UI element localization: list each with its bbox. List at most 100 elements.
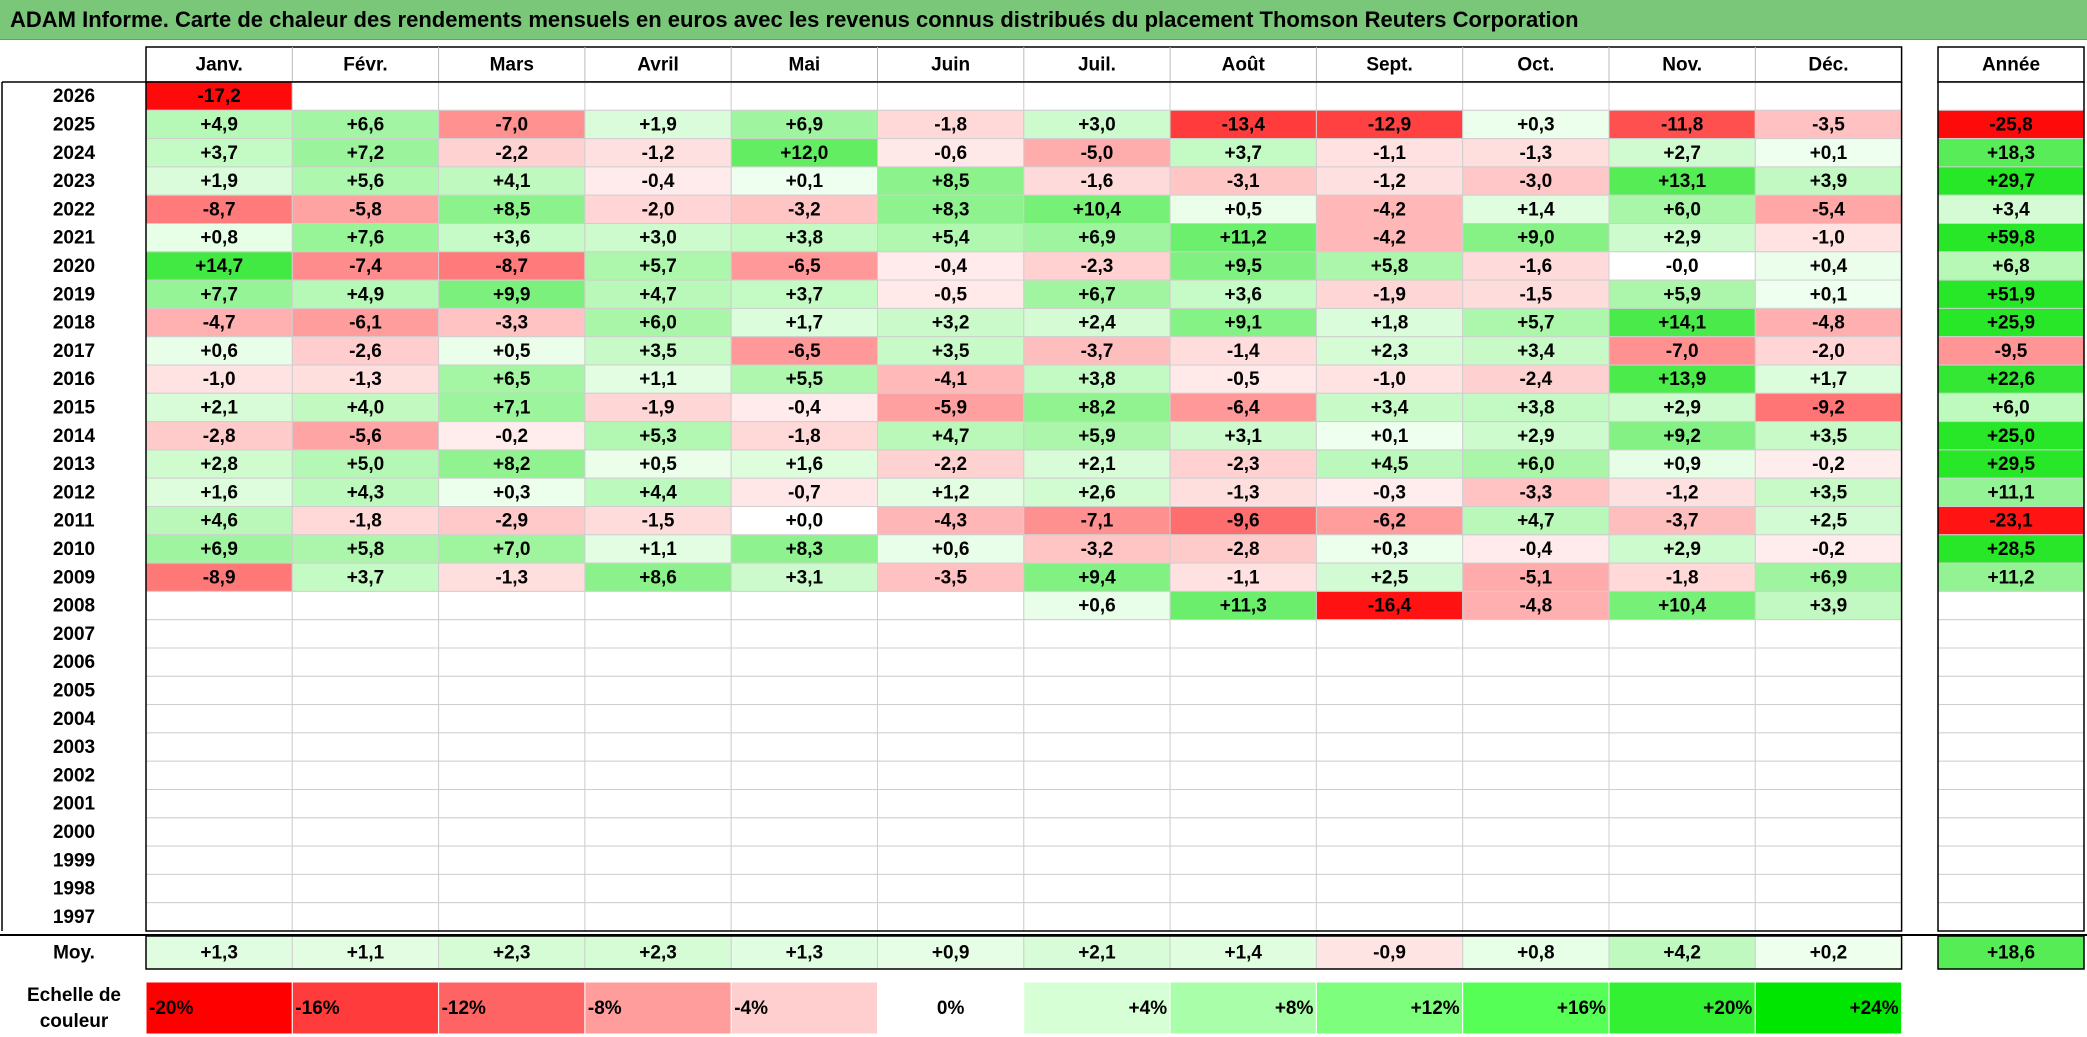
cell-value: +3,5 xyxy=(1810,426,1848,447)
heatmap-cell xyxy=(291,845,440,875)
month-header: Janv. xyxy=(196,55,243,76)
cell-value: -0,3 xyxy=(1373,482,1406,503)
heatmap-cell xyxy=(1169,534,1317,564)
year-label: 2004 xyxy=(53,709,96,730)
heatmap-cell xyxy=(1023,817,1171,847)
heatmap-cell xyxy=(1462,732,1610,762)
heatmap-cell xyxy=(730,307,879,338)
scale-label: +8% xyxy=(1275,998,1314,1019)
year-label: 2024 xyxy=(53,143,96,164)
annual-value: +25,9 xyxy=(1987,313,2035,334)
heatmap-cell xyxy=(1754,789,1903,819)
heatmap-cell xyxy=(291,194,440,224)
heatmap-cell xyxy=(730,902,879,932)
heatmap-cell xyxy=(145,732,293,762)
average-cell xyxy=(730,935,879,970)
heatmap-cell xyxy=(1023,590,1171,621)
cell-value: +3,2 xyxy=(932,313,970,334)
heatmap-cell xyxy=(730,647,879,677)
cell-value: +0,5 xyxy=(493,341,531,362)
cell-value: -0,4 xyxy=(788,397,821,418)
heatmap-cell xyxy=(1462,364,1610,394)
heatmap-cell xyxy=(1608,647,1756,677)
scale-swatch xyxy=(1754,981,1903,1035)
cell-value: +1,8 xyxy=(1371,313,1409,334)
heatmap-cell xyxy=(1462,449,1610,479)
year-label: 2010 xyxy=(53,539,95,560)
average-value: +2,1 xyxy=(1078,943,1116,964)
cell-value: +4,7 xyxy=(1517,511,1555,532)
year-label: 1998 xyxy=(53,879,95,900)
heatmap-cell xyxy=(1608,109,1756,140)
annual-value: +6,8 xyxy=(1992,256,2030,277)
cell-value: -8,7 xyxy=(203,199,236,220)
heatmap-cell xyxy=(1169,704,1317,734)
year-label: 2020 xyxy=(53,256,95,277)
cell-value: +4,7 xyxy=(639,284,677,305)
cell-value: -3,5 xyxy=(934,567,967,588)
cell-value: -0,7 xyxy=(788,482,821,503)
cell-value: +10,4 xyxy=(1658,596,1707,617)
heatmap-cell xyxy=(1462,534,1610,564)
scale-label: -4% xyxy=(734,998,768,1019)
cell-value: -6,5 xyxy=(788,341,821,362)
heatmap-cell xyxy=(1169,506,1317,536)
cell-value: +13,9 xyxy=(1658,369,1706,390)
heatmap-cell xyxy=(877,477,1025,508)
year-label: 2011 xyxy=(53,511,95,532)
heatmap-cell xyxy=(877,81,1025,111)
heatmap-cell xyxy=(438,81,586,111)
month-header: Juin xyxy=(931,55,970,76)
annual-cell xyxy=(1937,704,2085,734)
cell-value: +0,1 xyxy=(1810,143,1848,164)
cell-value: -2,3 xyxy=(1081,256,1114,277)
average-value: +1,4 xyxy=(1224,943,1262,964)
heatmap-cell xyxy=(1754,392,1903,423)
cell-value: +8,6 xyxy=(639,567,677,588)
heatmap-cell xyxy=(1169,647,1317,677)
heatmap-cell xyxy=(584,534,732,564)
annual-cell xyxy=(1937,223,2085,253)
cell-value: +1,2 xyxy=(932,482,970,503)
heatmap-cell xyxy=(145,619,293,649)
year-label: 1999 xyxy=(53,850,95,871)
heatmap-cell xyxy=(1023,845,1171,875)
cell-value: +8,2 xyxy=(1078,397,1116,418)
heatmap-cell xyxy=(291,279,440,309)
cell-value: -3,2 xyxy=(788,199,821,220)
heatmap-cell xyxy=(1754,534,1903,564)
cell-value: +9,1 xyxy=(1224,313,1262,334)
cell-value: +2,7 xyxy=(1663,143,1701,164)
heatmap-cell xyxy=(1754,251,1903,281)
cell-value: +14,1 xyxy=(1658,313,1707,334)
heatmap-cell xyxy=(291,817,440,847)
heatmap-cell xyxy=(291,732,440,762)
heatmap-cell xyxy=(1754,675,1903,706)
cell-value: -0,5 xyxy=(934,284,967,305)
annual-cell xyxy=(1937,166,2085,196)
annual-value: -25,8 xyxy=(1989,114,2032,135)
chart-title: ADAM Informe. Carte de chaleur des rende… xyxy=(10,7,1579,32)
year-label: 2023 xyxy=(53,171,95,192)
cell-value: +0,9 xyxy=(1663,454,1701,475)
heatmap-cell xyxy=(584,704,732,734)
month-header: Sept. xyxy=(1366,55,1412,76)
cell-value: -6,2 xyxy=(1373,511,1406,532)
cell-value: +11,2 xyxy=(1220,228,1267,249)
cell-value: -2,2 xyxy=(934,454,967,475)
cell-value: +3,8 xyxy=(786,228,824,249)
heatmap-cell xyxy=(584,845,732,875)
heatmap-cell xyxy=(438,873,586,904)
month-header: Mars xyxy=(490,55,534,76)
heatmap-cell xyxy=(877,279,1025,309)
heatmap-cell xyxy=(730,194,879,224)
cell-value: -4,2 xyxy=(1373,199,1406,220)
heatmap-cell xyxy=(1315,166,1464,196)
heatmap-cell xyxy=(1169,194,1317,224)
cell-value: +8,3 xyxy=(932,199,970,220)
cell-value: +0,3 xyxy=(1517,114,1555,135)
heatmap-cell xyxy=(1462,619,1610,649)
heatmap-cell xyxy=(1462,279,1610,309)
scale-swatch xyxy=(438,981,586,1035)
cell-value: -0,2 xyxy=(495,426,528,447)
